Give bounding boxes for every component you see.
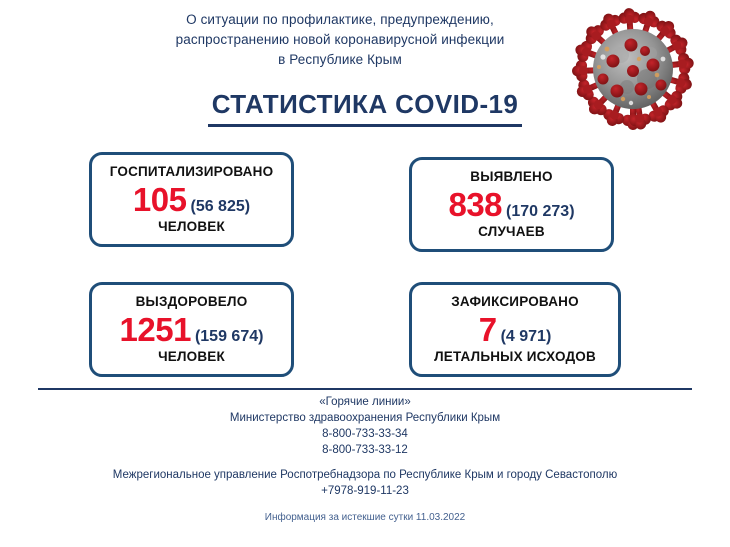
stat-label-deaths: ЗАФИКСИРОВАНО: [451, 294, 579, 309]
stat-value-hospitalized: 105: [132, 181, 187, 218]
stat-card-hospitalized: ГОСПИТАЛИЗИРОВАНО 105 (56 825) ЧЕЛОВЕК: [89, 152, 294, 247]
stat-unit-hospitalized: ЧЕЛОВЕК: [158, 219, 225, 234]
stat-numbers-hospitalized: 105 (56 825): [133, 183, 250, 217]
stat-unit-recovered: ЧЕЛОВЕК: [158, 349, 225, 364]
stat-value-detected: 838: [448, 186, 503, 223]
stat-numbers-detected: 838 (170 273): [448, 188, 574, 222]
stat-label-hospitalized: ГОСПИТАЛИЗИРОВАНО: [109, 164, 274, 179]
stat-card-recovered: ВЫЗДОРОВЕЛО 1251 (159 674) ЧЕЛОВЕК: [89, 282, 294, 377]
footer-divider: [38, 388, 692, 390]
stat-value-recovered: 1251: [119, 311, 192, 348]
rospotrebnadzor-phone: +7978-919-11-23: [321, 485, 409, 497]
footer-contact-block: «Горячие линии» Министерство здравоохран…: [0, 394, 730, 525]
ministry-name: Министерство здравоохранения Республики …: [229, 412, 501, 424]
page-title-container: СТАТИСТИКА COVID-19: [0, 89, 730, 127]
footer-spacer: [0, 458, 730, 467]
stat-cumulative-hospitalized: (56 825): [190, 198, 251, 215]
stat-unit-deaths: ЛЕТАЛЬНЫХ ИСХОДОВ: [434, 349, 596, 364]
stat-unit-detected: СЛУЧАЕВ: [478, 224, 545, 239]
header-line-2: распространению новой коронавирусной инф…: [175, 32, 505, 47]
stat-cumulative-recovered: (159 674): [194, 328, 264, 345]
stat-cumulative-detected: (170 273): [506, 203, 575, 220]
stat-label-recovered: ВЫЗДОРОВЕЛО: [135, 294, 248, 309]
stat-label-detected: ВЫЯВЛЕНО: [470, 169, 553, 184]
stat-numbers-recovered: 1251 (159 674): [120, 313, 264, 347]
page-title: СТАТИСТИКА COVID-19: [207, 89, 523, 127]
ministry-phone-2: 8-800-733-33-12: [322, 444, 408, 456]
header-line-3: в Республике Крым: [278, 52, 402, 67]
stat-numbers-deaths: 7 (4 971): [479, 313, 552, 347]
stat-card-deaths: ЗАФИКСИРОВАНО 7 (4 971) ЛЕТАЛЬНЫХ ИСХОДО…: [409, 282, 621, 377]
information-date-note: Информация за истекшие сутки 11.03.2022: [264, 512, 466, 523]
header-line-1: О ситуации по профилактике, предупрежден…: [186, 12, 494, 27]
stat-card-detected: ВЫЯВЛЕНО 838 (170 273) СЛУЧАЕВ: [409, 157, 614, 252]
stat-cumulative-deaths: (4 971): [500, 328, 552, 345]
header-subtitle-block: О ситуации по профилактике, предупрежден…: [120, 10, 560, 70]
stat-value-deaths: 7: [478, 311, 497, 348]
rospotrebnadzor-name: Межрегиональное управление Роспотребнадз…: [112, 469, 618, 481]
coronavirus-particle-icon: [553, 3, 713, 138]
hotlines-title: «Горячие линии»: [319, 396, 411, 408]
ministry-phone-1: 8-800-733-33-34: [322, 428, 408, 440]
